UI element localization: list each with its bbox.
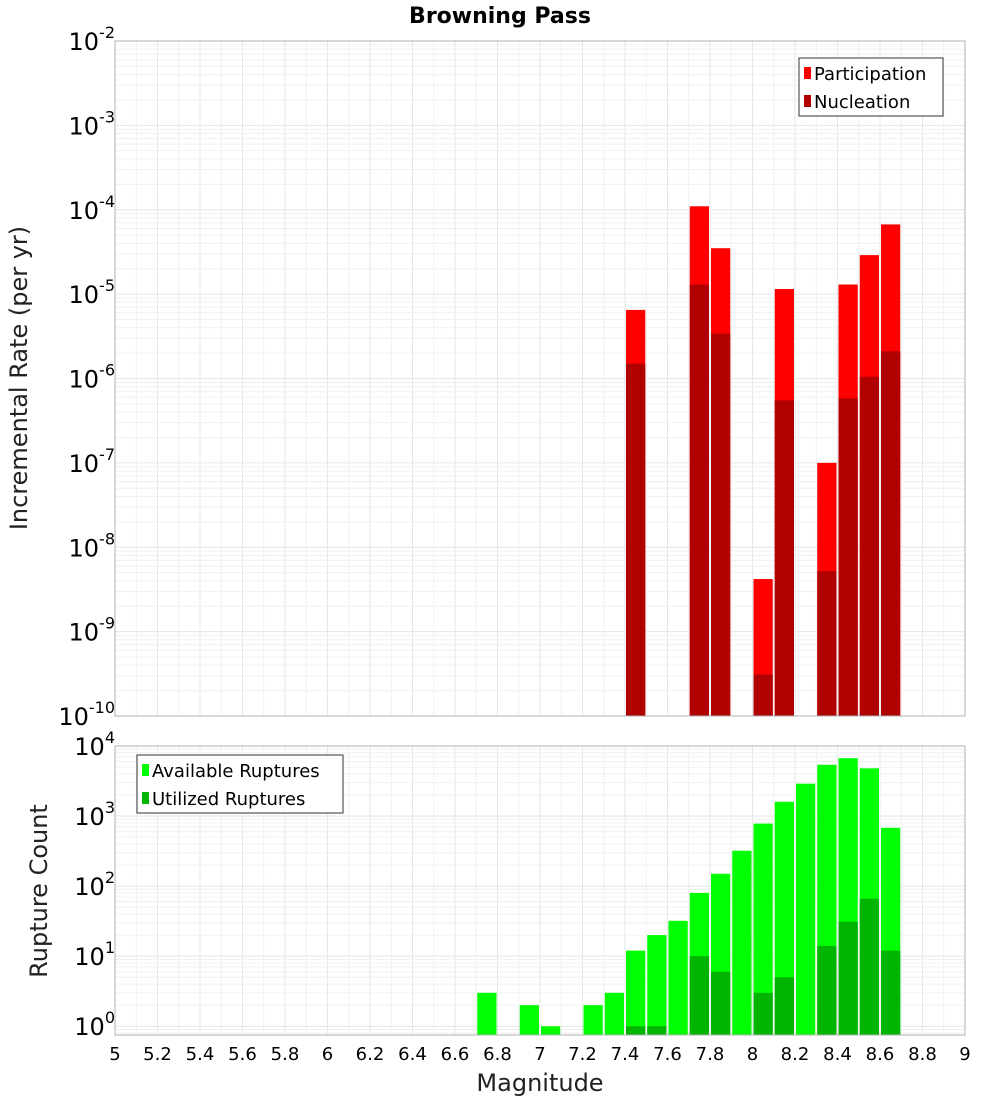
x-tick-label: 5 (109, 1044, 120, 1065)
bottom-y-tick-label: 103 (74, 798, 115, 831)
top-legend-label: Participation (814, 64, 926, 85)
x-tick-label: 5.4 (186, 1044, 215, 1065)
x-tick-label: 5.6 (228, 1044, 257, 1065)
bottom-legend-label: Utilized Ruptures (152, 789, 305, 810)
bottom-bar-available-ruptures (668, 920, 688, 1035)
top-y-tick-label: 10-7 (69, 445, 116, 478)
bottom-bar-available-ruptures (583, 1005, 603, 1035)
bottom-bar-utilized-ruptures (647, 1026, 667, 1035)
x-tick-label: 6.2 (356, 1044, 385, 1065)
bottom-bar-available-ruptures (753, 823, 773, 1035)
bottom-bar-utilized-ruptures (859, 898, 879, 1035)
top-bar-nucleation (711, 333, 731, 716)
x-tick-label: 6.8 (483, 1044, 512, 1065)
bottom-y-tick-label: 101 (74, 938, 115, 971)
top-bar-nucleation (838, 398, 858, 716)
bottom-y-tick-label: 104 (74, 728, 115, 761)
bottom-bar-utilized-ruptures (881, 950, 901, 1035)
top-legend-box (798, 57, 944, 117)
x-tick-label: 6 (322, 1044, 333, 1065)
top-bar-nucleation (881, 351, 901, 716)
top-y-tick-label: 10-3 (69, 107, 116, 140)
bottom-legend-swatch (142, 792, 149, 804)
top-plot-frame (114, 40, 966, 717)
x-tick-label: 8 (747, 1044, 758, 1065)
x-tick-label: 8.8 (908, 1044, 937, 1065)
top-bar-nucleation (774, 400, 794, 716)
top-bar-nucleation (626, 363, 646, 716)
bottom-y-axis-label: Rupture Count (25, 804, 53, 978)
x-tick-label: 6.6 (441, 1044, 470, 1065)
bottom-bar-available-ruptures (604, 992, 624, 1035)
x-tick-label: 7.2 (568, 1044, 597, 1065)
bottom-legend: Available Ruptures Utilized Ruptures (136, 754, 344, 814)
x-tick-label: 8.6 (866, 1044, 895, 1065)
top-bar-nucleation (689, 284, 709, 716)
top-y-tick-label: 10-2 (69, 23, 116, 56)
bottom-bar-utilized-ruptures (753, 992, 773, 1035)
top-y-tick-label: 10-8 (69, 529, 116, 562)
chart-title: Browning Pass (409, 4, 591, 29)
participation-rate-plot: 10-2 10-3 10-4 10-5 10-6 10-7 10-8 10-9 10-10 Par… (58, 23, 966, 731)
top-legend: Participation Nucleation (798, 57, 944, 117)
top-y-tick-label: 10-6 (69, 361, 116, 394)
x-tick-label: 6.4 (398, 1044, 427, 1065)
x-tick-label: 7.6 (653, 1044, 682, 1065)
x-axis-label: Magnitude (476, 1069, 603, 1097)
top-bar-nucleation (753, 674, 773, 716)
bottom-bar-available-ruptures (647, 935, 667, 1035)
bottom-bar-available-ruptures (796, 783, 816, 1035)
x-tick-label: 8.2 (781, 1044, 810, 1065)
top-bar-nucleation (859, 376, 879, 716)
x-tick-label: 7.8 (696, 1044, 725, 1065)
top-y-tick-label: 10-9 (69, 614, 116, 647)
bottom-bar-available-ruptures (626, 950, 646, 1035)
x-tick-label: 7.4 (611, 1044, 640, 1065)
rupture-count-plot: 104 103 102 101 100 Available Ruptures Utilize… (74, 728, 970, 1065)
bottom-legend-box (136, 754, 344, 814)
bottom-bar-utilized-ruptures (711, 971, 731, 1035)
bottom-bar-utilized-ruptures (838, 921, 858, 1035)
bottom-bar-utilized-ruptures (689, 956, 709, 1035)
bottom-bar-available-ruptures (541, 1026, 561, 1035)
x-tick-label: 8.4 (823, 1044, 852, 1065)
bottom-bar-available-ruptures (732, 850, 752, 1035)
top-y-tick-label: 10-4 (69, 192, 116, 225)
bottom-y-tick-label: 100 (74, 1008, 115, 1041)
top-y-tick-label: 10-5 (69, 276, 116, 309)
top-bar-nucleation (817, 571, 837, 716)
x-tick-label: 5.8 (271, 1044, 300, 1065)
x-tick-label: 7 (534, 1044, 545, 1065)
x-tick-label: 5.2 (143, 1044, 172, 1065)
bottom-legend-label: Available Ruptures (152, 761, 320, 782)
top-y-axis-label: Incremental Rate (per yr) (5, 226, 33, 530)
bottom-legend-swatch (142, 764, 149, 776)
top-legend-label: Nucleation (814, 92, 910, 113)
bottom-bar-utilized-ruptures (626, 1026, 646, 1035)
bottom-bar-utilized-ruptures (774, 977, 794, 1035)
bottom-bar-utilized-ruptures (817, 945, 837, 1035)
top-legend-swatch (804, 67, 811, 79)
x-tick-label: 9 (959, 1044, 970, 1065)
bottom-bar-available-ruptures (477, 992, 497, 1035)
top-legend-swatch (804, 95, 811, 107)
bottom-y-tick-label: 102 (74, 868, 115, 901)
top-y-tick-label: 10-10 (58, 698, 115, 731)
bottom-bar-available-ruptures (519, 1005, 539, 1035)
bottom-bar-available-ruptures (774, 801, 794, 1035)
bottom-plot-frame (114, 745, 966, 1036)
